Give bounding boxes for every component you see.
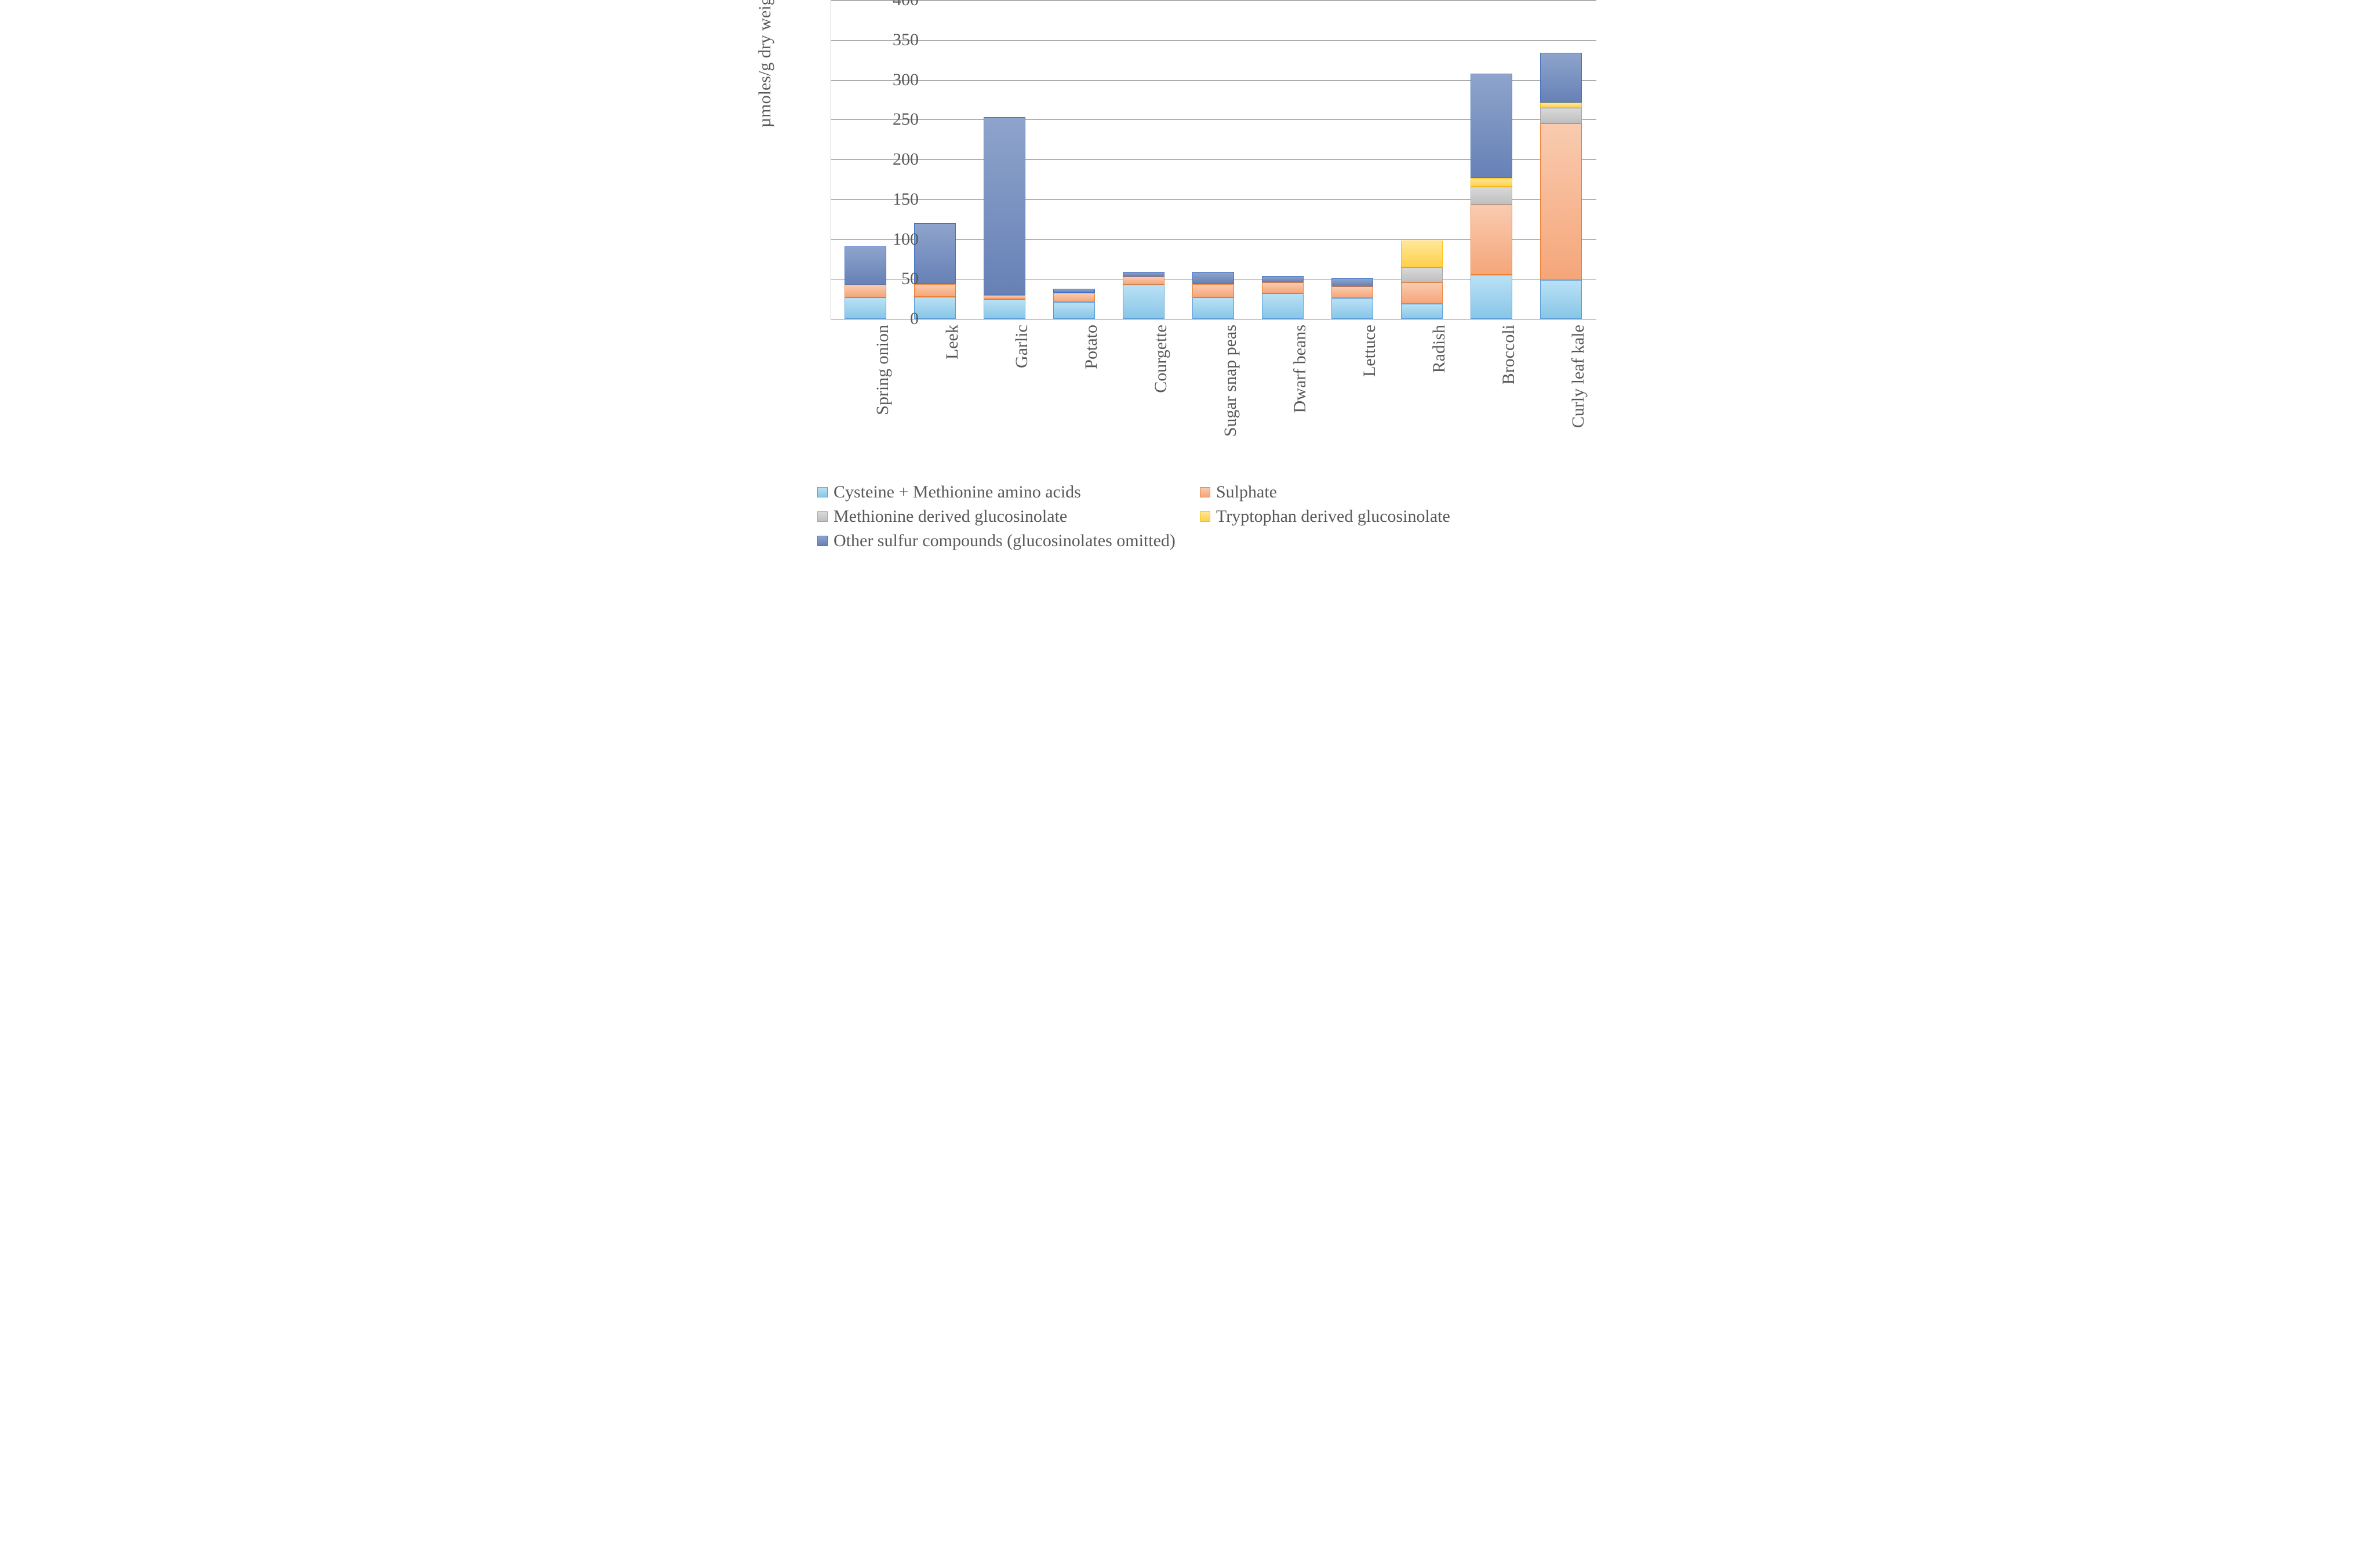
x-tick-label: Potato	[1082, 325, 1101, 369]
bar-segment	[984, 295, 1025, 299]
bar-segment	[1471, 74, 1512, 178]
bar-segment	[1053, 289, 1095, 293]
legend-entry: Other sulfur compounds (glucosinolates o…	[817, 531, 1177, 551]
bar-segment	[1262, 282, 1304, 293]
legend-entry: Sulphate	[1200, 482, 1559, 502]
bar-segment	[1540, 53, 1582, 103]
bar-segment	[1401, 267, 1443, 282]
bar-segment	[1192, 297, 1234, 319]
bar-segment	[1401, 282, 1443, 304]
bar-segment	[1123, 285, 1164, 319]
bar-segment	[1331, 278, 1373, 286]
legend-swatch	[817, 511, 828, 522]
y-tick-label: 250	[884, 110, 919, 129]
x-tick-label: Courgette	[1151, 325, 1171, 393]
x-tick-label: Leek	[942, 325, 962, 359]
bar-segment	[1471, 178, 1512, 187]
bar-segment	[1401, 304, 1443, 319]
x-tick-label: Dwarf beans	[1290, 325, 1310, 413]
legend-swatch	[1200, 487, 1210, 497]
bar-segment	[1540, 108, 1582, 124]
bar-segment	[1262, 276, 1304, 282]
bar-segment	[984, 299, 1025, 319]
bar-segment	[1540, 123, 1582, 280]
legend-swatch	[817, 487, 828, 497]
bar-segment	[1401, 241, 1443, 267]
legend-label: Other sulfur compounds (glucosinolates o…	[834, 531, 1176, 551]
legend-label: Sulphate	[1216, 482, 1277, 502]
bar-segment	[845, 246, 886, 285]
y-tick-label: 150	[884, 190, 919, 209]
legend-label: Methionine derived glucosinolate	[834, 507, 1067, 526]
y-tick-label: 200	[884, 150, 919, 169]
bars-layer	[831, 0, 1596, 319]
bar-segment	[984, 117, 1025, 295]
sulfur-compounds-chart: µmoles/g dry weight Cysteine + Methionin…	[761, 0, 1619, 559]
x-tick-label: Broccoli	[1499, 325, 1519, 384]
bar-segment	[1192, 284, 1234, 297]
bar-segment	[1471, 205, 1512, 275]
x-tick-label: Curly leaf kale	[1569, 325, 1588, 428]
y-tick-label: 350	[884, 30, 919, 50]
bar-segment	[845, 297, 886, 319]
legend-entry: Methionine derived glucosinolate	[817, 507, 1177, 526]
y-tick-label: 100	[884, 230, 919, 249]
legend-swatch	[1200, 511, 1210, 522]
legend-entry: Tryptophan derived glucosinolate	[1200, 507, 1559, 526]
bar-segment	[1123, 277, 1164, 285]
bar-segment	[914, 297, 956, 319]
y-axis-label: µmoles/g dry weight	[755, 0, 775, 128]
bar-segment	[1471, 275, 1512, 319]
bar-segment	[1192, 272, 1234, 284]
bar-segment	[845, 285, 886, 297]
x-tick-label: Radish	[1429, 325, 1449, 373]
legend: Cysteine + Methionine amino acids Sulphat…	[817, 482, 1588, 551]
legend-label: Tryptophan derived glucosinolate	[1216, 507, 1450, 526]
y-tick-label: 50	[884, 269, 919, 289]
bar-segment	[1262, 293, 1304, 319]
bar-segment	[914, 284, 956, 297]
bar-segment	[1053, 293, 1095, 303]
legend-swatch	[817, 536, 828, 546]
bar-segment	[1540, 280, 1582, 319]
legend-entry: Cysteine + Methionine amino acids	[817, 482, 1177, 502]
x-tick-label: Spring onion	[873, 325, 893, 415]
bar-segment	[1331, 286, 1373, 299]
y-tick-label: 400	[884, 0, 919, 10]
bar-segment	[914, 223, 956, 284]
x-tick-label: Lettuce	[1360, 325, 1380, 377]
y-tick-label: 300	[884, 70, 919, 90]
legend-label: Cysteine + Methionine amino acids	[834, 482, 1081, 502]
bar-segment	[1053, 302, 1095, 319]
bar-segment	[1471, 187, 1512, 205]
x-tick-label: Sugar snap peas	[1221, 325, 1240, 437]
bar-segment	[1123, 272, 1164, 277]
bar-segment	[1331, 298, 1373, 319]
x-tick-label: Garlic	[1012, 325, 1032, 368]
bar-segment	[1540, 103, 1582, 107]
